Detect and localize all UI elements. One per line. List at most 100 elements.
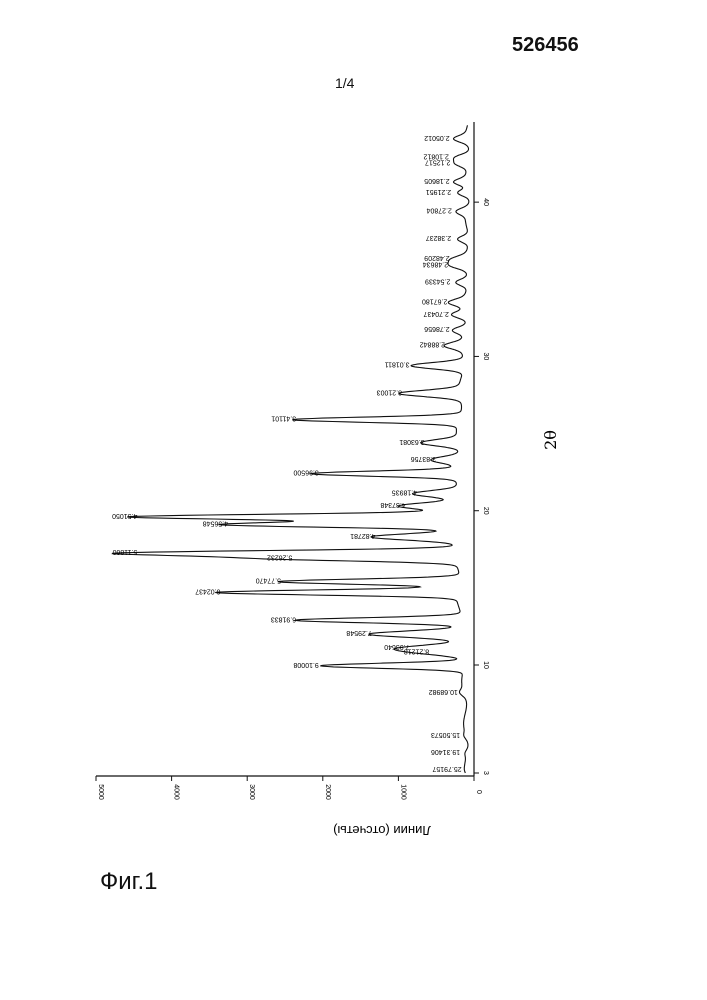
peak-label: 7.29548 xyxy=(346,629,371,636)
peak-label: 5.11860 xyxy=(112,548,137,555)
y-axis-label: Линии (отсчеты) xyxy=(333,823,431,838)
y-tick-label: 3000 xyxy=(248,784,255,800)
peak-label: 10.68982 xyxy=(429,688,458,695)
peak-label: 3.96500 xyxy=(293,469,318,476)
peak-label-group: 25.79157 xyxy=(432,765,461,772)
peak-label: 4.18935 xyxy=(392,489,417,496)
peak-label-group: 2.05012 xyxy=(424,134,449,141)
peak-label-group: 4.37348 xyxy=(380,501,405,508)
peak-label: 4.82781 xyxy=(350,532,375,539)
peak-label: 5.26232 xyxy=(267,554,292,561)
peak-label-group: 2.78656 xyxy=(424,325,449,332)
peak-label: 19.31406 xyxy=(431,748,460,755)
peak-label: 2.88842 xyxy=(420,341,445,348)
peak-label: 4.51050 xyxy=(112,512,137,519)
x-tick-label-group: 3 xyxy=(482,771,489,775)
peak-label: 3.63081 xyxy=(399,438,424,445)
peak-label-group: 2.88842 xyxy=(420,341,445,348)
peak-label: 9.10008 xyxy=(293,661,318,668)
peak-label: 2.21951 xyxy=(426,188,451,195)
peak-label-group: 2.18605 xyxy=(424,177,449,184)
x-tick-label-group: 10 xyxy=(482,661,489,669)
x-tick-label-group: 40 xyxy=(482,198,489,206)
x-tick-label-group: 20 xyxy=(482,507,489,515)
y-tick-label-group: 5000 xyxy=(97,784,104,800)
peak-label: 5.77470 xyxy=(256,577,281,584)
peak-label-group: 5.26232 xyxy=(267,554,292,561)
peak-label-group: 6.91833 xyxy=(271,615,296,622)
peak-label: 2.67180 xyxy=(422,297,447,304)
x-tick-label: 40 xyxy=(482,198,489,206)
peak-label-group: 4.18935 xyxy=(392,489,417,496)
peak-label-group: 7.93640 xyxy=(384,643,409,650)
peak-label-group: 2.10812 xyxy=(423,152,448,159)
diffraction-pattern-line xyxy=(112,125,468,773)
peak-label: 25.79157 xyxy=(432,765,461,772)
y-tick-label-group: 1000 xyxy=(399,784,406,800)
x-tick-label: 30 xyxy=(482,353,489,361)
x-tick-label: 10 xyxy=(482,661,489,669)
peak-label: 2.48209 xyxy=(424,254,449,261)
peak-label: 3.01811 xyxy=(385,361,410,368)
peak-label-group: 5.77470 xyxy=(256,577,281,584)
peak-label-group: 2.70437 xyxy=(423,310,448,317)
y-tick-label: 4000 xyxy=(173,784,180,800)
peak-label: 15.50573 xyxy=(431,731,460,738)
peak-label: 3.41101 xyxy=(271,415,296,422)
peak-label: 2.70437 xyxy=(423,310,448,317)
y-tick-label: 1000 xyxy=(399,784,406,800)
y-tick-label-group: 2000 xyxy=(324,784,331,800)
peak-label-group: 2.38237 xyxy=(426,234,451,241)
peak-label: 2.18605 xyxy=(424,177,449,184)
peak-label-group: 2.21951 xyxy=(426,188,451,195)
peak-label-group: 15.50573 xyxy=(431,731,460,738)
peak-label: 4.37348 xyxy=(380,501,405,508)
peak-label: 2.27804 xyxy=(426,206,451,213)
peak-label-group: 4.82781 xyxy=(350,532,375,539)
peak-label: 2.38237 xyxy=(426,234,451,241)
peak-label-group: 4.56548 xyxy=(203,520,228,527)
peak-label: 6.91833 xyxy=(271,615,296,622)
peak-label: 7.93640 xyxy=(384,643,409,650)
peak-label-group: 3.96500 xyxy=(293,469,318,476)
peak-label: 2.10812 xyxy=(423,152,448,159)
y-tick-label-group: 3000 xyxy=(248,784,255,800)
peak-label-group: 3.01811 xyxy=(385,361,410,368)
x-tick-label: 3 xyxy=(482,771,489,775)
peak-label-group: 7.29548 xyxy=(346,629,371,636)
peak-label: 2.05012 xyxy=(424,134,449,141)
peak-label-group: 2.54339 xyxy=(425,277,450,284)
peak-label: 3.21003 xyxy=(377,388,402,395)
peak-label-group: 3.83756 xyxy=(411,455,436,462)
peak-label: 4.56548 xyxy=(203,520,228,527)
peak-label: 2.54339 xyxy=(425,277,450,284)
peak-label-group: 9.10008 xyxy=(293,661,318,668)
y-tick-label-group: 4000 xyxy=(173,784,180,800)
figure-label: Фиг.1 xyxy=(100,868,158,896)
peak-label-group: 3.21003 xyxy=(377,388,402,395)
peak-label: 2.78656 xyxy=(424,325,449,332)
peak-label-group: 5.11860 xyxy=(112,548,137,555)
y-tick-label: 5000 xyxy=(97,784,104,800)
peak-labels: 25.7915719.3140615.5057310.689829.100088… xyxy=(112,134,462,772)
peak-label-group: 2.67180 xyxy=(422,297,447,304)
peak-label: 3.83756 xyxy=(411,455,436,462)
x-axis-label: 2θ xyxy=(541,430,560,450)
peak-label-group: 3.41101 xyxy=(271,415,296,422)
chart-axes xyxy=(96,122,474,776)
peak-label-group: 2.27804 xyxy=(426,206,451,213)
x-tick-label-group: 30 xyxy=(482,353,489,361)
axis-ticks: 0 1000 2000 3000 4000 5000 3 10 20 30 40 xyxy=(96,198,489,800)
y-tick-label-group: 0 xyxy=(475,790,482,794)
peak-label-group: 4.51050 xyxy=(112,512,137,519)
peak-label-group: 2.48209 xyxy=(424,254,449,261)
peak-label-group: 19.31406 xyxy=(431,748,460,755)
peak-label-group: 3.63081 xyxy=(399,438,424,445)
peak-label-group: 6.02437 xyxy=(195,587,220,594)
y-tick-label: 2000 xyxy=(324,784,331,800)
peak-label: 6.02437 xyxy=(195,587,220,594)
peak-label-group: 10.68982 xyxy=(429,688,458,695)
x-tick-label: 20 xyxy=(482,507,489,515)
y-tick-label: 0 xyxy=(475,790,482,794)
